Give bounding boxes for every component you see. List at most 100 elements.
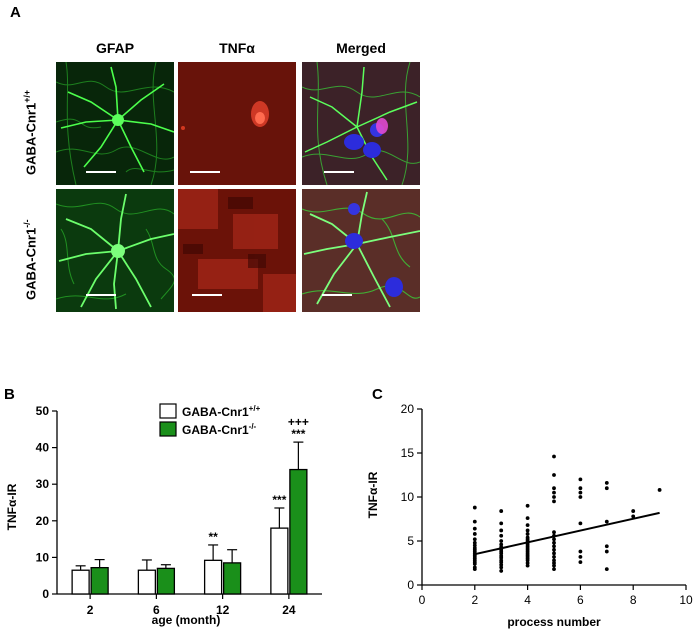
scatter-point [604, 481, 609, 485]
scatter-point [657, 488, 662, 492]
micrograph-gfap-knockout [56, 189, 174, 312]
scatter-point [472, 537, 477, 542]
scatter-point [578, 477, 583, 482]
scatter-point [472, 540, 477, 545]
bar-wildtype [137, 569, 157, 595]
scatter-point [578, 495, 583, 499]
scatter-ytick-label: 5 [407, 534, 414, 548]
scatter-fit-line [474, 511, 660, 556]
scatter-point [552, 537, 556, 542]
row-label-wildtype-base: GABA-Cnr1 [23, 102, 39, 175]
scatter-point [525, 523, 530, 528]
row-label-wildtype-sup: +/+ [22, 90, 32, 103]
scatter-point [499, 569, 504, 573]
bar-chart-ytick-label: 10 [36, 550, 50, 564]
row-label-knockout: GABA-Cnr1-/- [22, 219, 38, 300]
row-label-wildtype: GABA-Cnr1+/+ [22, 90, 38, 175]
scatter-point [499, 565, 504, 570]
scatter-point [552, 490, 556, 495]
bar-significance-label: +++ [288, 415, 309, 429]
scatter-point [552, 558, 556, 563]
scatter-point [604, 486, 609, 491]
bar-chart-xlabel: age (month) [152, 613, 221, 627]
scatter-point [472, 519, 477, 524]
scatter-point [604, 567, 609, 572]
scatter-point [499, 542, 504, 547]
scatter-point [552, 547, 556, 552]
scatter-point [525, 561, 530, 565]
scatter-ytick-label: 15 [401, 446, 415, 460]
bar-significance-label: ** [208, 530, 218, 544]
panel-a-letter: A [10, 4, 21, 21]
scatter-point [552, 530, 556, 535]
scatter-point [525, 563, 530, 568]
scatter-point [472, 532, 477, 536]
scatter-chart: 0 5 10 15 20 0 2 4 6 8 10 TNFα-IR process number [366, 402, 693, 629]
panel-b-letter: B [4, 386, 15, 403]
bar-significance-label: *** [272, 493, 286, 507]
scatter-chart-ylabel: TNFα-IR [366, 471, 380, 518]
column-title-gfap: GFAP [95, 40, 135, 56]
legend-wildtype-sup: +/+ [249, 404, 261, 413]
scatter-point [604, 544, 609, 549]
scatter-point [525, 528, 530, 533]
scatter-point [525, 503, 530, 508]
scatter-point [552, 567, 556, 572]
scatter-ytick-label: 20 [401, 402, 415, 416]
scatter-ytick-label: 0 [407, 578, 414, 592]
scatter-point [631, 509, 636, 513]
scatter-point [499, 551, 504, 556]
row-label-knockout-base: GABA-Cnr1 [23, 227, 39, 300]
scatter-point [499, 539, 504, 543]
bar-knockout [289, 468, 308, 595]
scatter-point [472, 526, 477, 531]
scatter-point [578, 560, 583, 565]
scatter-point [525, 516, 530, 521]
scatter-point [604, 549, 609, 554]
bar-chart-xtick-label: 24 [282, 603, 296, 617]
scatter-point [552, 554, 556, 559]
scatter-point [472, 505, 477, 510]
scatter-point [631, 514, 636, 519]
bar-chart-ylabel: TNFα-IR [5, 483, 19, 530]
scatter-point [552, 499, 556, 504]
bar-knockout [90, 566, 109, 595]
bar-knockout [156, 567, 176, 595]
bar-chart-xtick-label: 2 [87, 603, 94, 617]
scatter-point [578, 521, 583, 526]
panel-c-letter: C [372, 386, 383, 403]
bar-chart-ytick-label: 40 [36, 441, 50, 455]
scatter-point [499, 555, 504, 560]
bar-knockout [222, 562, 242, 595]
bar-chart-legend: GABA-Cnr1+/+ GABA-Cnr1-/- [159, 403, 261, 437]
scatter-ytick-label: 10 [401, 490, 415, 504]
scatter-point [578, 490, 583, 495]
scatter-xtick-label: 6 [577, 593, 584, 607]
scatter-xtick-label: 0 [419, 593, 426, 607]
scatter-point [472, 561, 477, 566]
bar-wildtype [270, 527, 289, 595]
scatter-point [499, 521, 504, 526]
micrograph-merged-wildtype [302, 62, 420, 185]
bar-chart-ytick-label: 50 [36, 404, 50, 418]
bar-chart-ytick-label: 20 [36, 514, 50, 528]
scatter-point [499, 528, 504, 533]
scatter-point [499, 533, 504, 538]
micrograph-tnfa-wildtype [178, 62, 296, 185]
micrograph-gfap-wildtype [56, 62, 174, 185]
legend-label-knockout: GABA-Cnr1-/- [182, 422, 257, 437]
scatter-point [552, 561, 556, 565]
legend-label-wildtype: GABA-Cnr1+/+ [182, 404, 261, 419]
legend-swatch-knockout [159, 421, 177, 437]
legend-knockout-sup: -/- [249, 422, 257, 431]
scatter-point [552, 495, 556, 499]
scatter-point [472, 543, 477, 548]
legend-knockout-base: GABA-Cnr1 [182, 423, 249, 437]
row-label-knockout-sup: -/- [22, 219, 32, 228]
scatter-point [499, 509, 504, 513]
scatter-point [525, 558, 530, 563]
bar-significance-label: *** [291, 427, 305, 441]
scatter-xtick-label: 8 [630, 593, 637, 607]
scatter-point [552, 473, 556, 477]
scatter-point [578, 549, 583, 554]
